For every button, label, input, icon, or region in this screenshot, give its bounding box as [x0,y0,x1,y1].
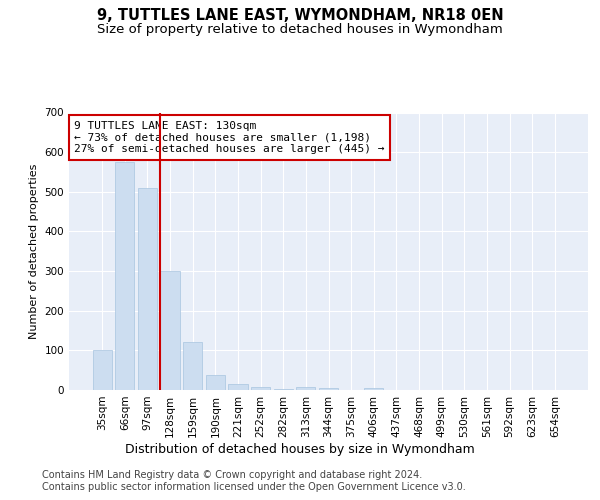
Bar [92,350,112,390]
Bar [206,376,225,390]
Text: Size of property relative to detached houses in Wymondham: Size of property relative to detached ho… [97,22,503,36]
Bar [274,389,293,390]
Text: Contains HM Land Registry data © Crown copyright and database right 2024.
Contai: Contains HM Land Registry data © Crown c… [42,470,466,492]
Y-axis label: Number of detached properties: Number of detached properties [29,164,39,339]
Text: Distribution of detached houses by size in Wymondham: Distribution of detached houses by size … [125,442,475,456]
Text: 9 TUTTLES LANE EAST: 130sqm
← 73% of detached houses are smaller (1,198)
27% of : 9 TUTTLES LANE EAST: 130sqm ← 73% of det… [74,121,385,154]
Bar [115,162,134,390]
Bar [138,188,157,390]
Bar [229,384,248,390]
Text: 9, TUTTLES LANE EAST, WYMONDHAM, NR18 0EN: 9, TUTTLES LANE EAST, WYMONDHAM, NR18 0E… [97,8,503,24]
Bar [364,388,383,390]
Bar [160,271,180,390]
Bar [183,342,202,390]
Bar [296,387,316,390]
Bar [319,388,338,390]
Bar [251,387,270,390]
